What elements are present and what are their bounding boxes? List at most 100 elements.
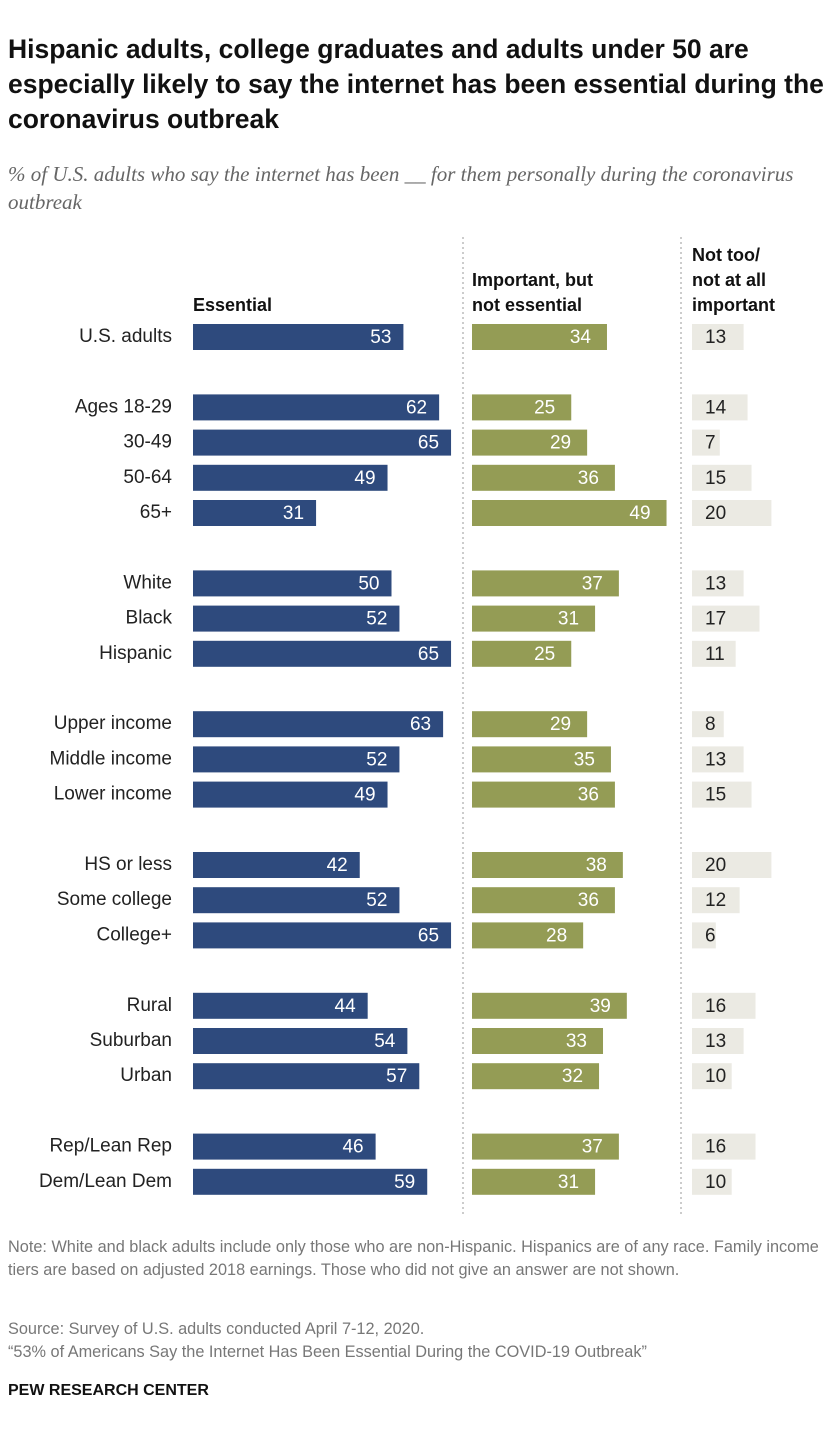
category-label: Ages 18-29 bbox=[75, 396, 172, 417]
value-label: 44 bbox=[335, 996, 357, 1017]
value-label: 38 bbox=[586, 855, 607, 876]
bar bbox=[193, 781, 388, 808]
bar bbox=[193, 394, 440, 421]
bar bbox=[472, 992, 627, 1019]
value-label: 15 bbox=[705, 785, 726, 806]
category-label: White bbox=[123, 572, 172, 593]
bar bbox=[193, 640, 452, 667]
value-label: 36 bbox=[578, 890, 599, 911]
value-label: 53 bbox=[370, 327, 391, 348]
value-label: 33 bbox=[566, 1031, 587, 1052]
value-label: 11 bbox=[705, 644, 725, 665]
bar bbox=[472, 922, 584, 949]
bar bbox=[193, 852, 360, 878]
bar bbox=[472, 1168, 596, 1195]
bar bbox=[692, 887, 740, 914]
bar bbox=[692, 781, 752, 808]
value-label: 52 bbox=[366, 609, 387, 630]
value-label: 59 bbox=[394, 1172, 415, 1193]
chart-subtitle: % of U.S. adults who say the internet ha… bbox=[8, 162, 794, 214]
bar bbox=[692, 394, 748, 421]
bar bbox=[472, 781, 615, 808]
bar bbox=[472, 1133, 619, 1160]
value-label: 20 bbox=[705, 503, 726, 524]
bar bbox=[193, 711, 444, 738]
source: “53% of Americans Say the Internet Has B… bbox=[8, 1343, 647, 1361]
bar bbox=[692, 992, 756, 1019]
value-label: 20 bbox=[705, 855, 726, 876]
value-label: 36 bbox=[578, 785, 599, 806]
bar bbox=[692, 640, 736, 667]
category-label: HS or less bbox=[84, 854, 172, 875]
bar bbox=[692, 1133, 756, 1160]
category-label: Black bbox=[126, 608, 173, 629]
value-label: 65 bbox=[418, 925, 439, 946]
value-label: 52 bbox=[366, 890, 387, 911]
value-label: 57 bbox=[386, 1066, 407, 1087]
value-label: 16 bbox=[705, 996, 726, 1017]
value-label: 36 bbox=[578, 468, 599, 489]
bar bbox=[193, 922, 452, 949]
column-header: Important, but not essential bbox=[472, 270, 593, 315]
category-label: Dem/Lean Dem bbox=[39, 1171, 172, 1192]
value-label: 49 bbox=[354, 785, 375, 806]
bar bbox=[193, 1063, 420, 1090]
bar bbox=[193, 605, 400, 632]
value-label: 13 bbox=[705, 749, 726, 770]
bar bbox=[472, 429, 588, 456]
bar bbox=[193, 887, 400, 914]
bar bbox=[692, 852, 772, 878]
value-label: 17 bbox=[705, 609, 726, 630]
column-header: Essential bbox=[193, 295, 273, 315]
value-label: 31 bbox=[558, 1172, 579, 1193]
bar bbox=[472, 746, 611, 773]
bar bbox=[692, 1063, 732, 1090]
value-label: 10 bbox=[705, 1172, 726, 1193]
value-label: 62 bbox=[406, 397, 427, 418]
category-label: 30-49 bbox=[123, 432, 172, 453]
bar bbox=[193, 992, 368, 1019]
value-label: 42 bbox=[327, 855, 348, 876]
bar bbox=[692, 922, 716, 949]
value-label: 13 bbox=[705, 573, 726, 594]
category-label: Middle income bbox=[50, 748, 173, 769]
category-label: College+ bbox=[96, 924, 172, 945]
category-label: 65+ bbox=[140, 502, 172, 523]
note: Note: White and black adults include onl… bbox=[8, 1238, 819, 1279]
value-label: 29 bbox=[550, 433, 571, 454]
value-label: 50 bbox=[358, 573, 379, 594]
value-label: 12 bbox=[705, 890, 726, 911]
bar bbox=[193, 464, 388, 491]
category-label: Hispanic bbox=[99, 643, 172, 664]
bar bbox=[193, 500, 317, 526]
bar bbox=[692, 464, 752, 491]
bar bbox=[472, 887, 615, 914]
value-label: 65 bbox=[418, 644, 439, 665]
value-label: 31 bbox=[283, 503, 304, 524]
chart-title: Hispanic adults, college graduates and a… bbox=[8, 34, 824, 134]
bar bbox=[193, 570, 392, 597]
bar bbox=[692, 1028, 744, 1054]
category-label: 50-64 bbox=[123, 467, 172, 488]
bar bbox=[472, 570, 619, 597]
bar bbox=[692, 570, 744, 597]
bar bbox=[193, 1028, 408, 1054]
bar bbox=[193, 1168, 428, 1195]
value-label: 46 bbox=[342, 1137, 363, 1158]
value-label: 8 bbox=[705, 714, 716, 735]
bar bbox=[193, 429, 452, 456]
value-label: 39 bbox=[590, 996, 611, 1017]
category-label: Upper income bbox=[54, 713, 172, 734]
value-label: 32 bbox=[562, 1066, 583, 1087]
bar bbox=[472, 1063, 600, 1090]
bar bbox=[193, 1133, 376, 1160]
value-label: 34 bbox=[570, 327, 592, 348]
bar bbox=[692, 1168, 732, 1195]
category-label: Urban bbox=[120, 1065, 172, 1086]
value-label: 31 bbox=[558, 609, 579, 630]
value-label: 54 bbox=[374, 1031, 396, 1052]
value-label: 37 bbox=[582, 573, 603, 594]
bar bbox=[692, 746, 744, 773]
value-label: 13 bbox=[705, 1031, 726, 1052]
